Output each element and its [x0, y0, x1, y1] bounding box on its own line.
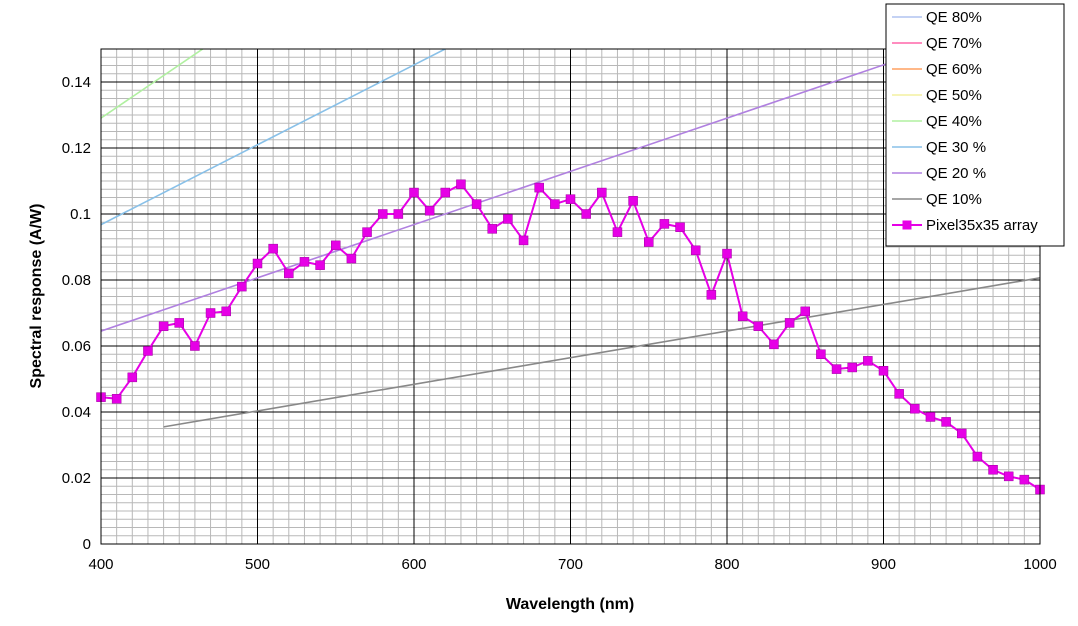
data-point — [706, 290, 717, 300]
data-point — [597, 187, 607, 198]
data-point — [957, 428, 967, 439]
legend: QE 80% QE 70% QE 60% QE 50% QE 40% QE 30 % QE … — [885, 3, 1065, 247]
data-point — [800, 306, 810, 317]
y-tick-label: 0.1 — [70, 206, 91, 223]
data-point — [409, 187, 419, 198]
data-point — [190, 341, 200, 351]
y-tick-label: 0.14 — [62, 74, 91, 91]
data-point — [393, 209, 404, 219]
x-axis-title: Wavelength (nm) — [506, 596, 634, 613]
y-tick-label: 0.08 — [62, 272, 91, 289]
data-point — [581, 209, 591, 219]
major-gridlines — [100, 49, 1041, 545]
data-point — [831, 364, 842, 374]
qe-line — [163, 277, 1040, 428]
legend-box — [885, 3, 1065, 247]
y-tick-labels: 0 0.02 0.04 0.06 0.08 0.1 0.12 0.14 — [62, 74, 91, 553]
data-point — [331, 240, 341, 251]
y-tick-label: 0.02 — [62, 470, 91, 487]
data-point — [972, 451, 983, 462]
data-point — [221, 306, 231, 317]
data-point — [487, 224, 497, 234]
legend-marker — [902, 220, 912, 230]
data-point — [205, 308, 216, 318]
x-tick-label: 500 — [245, 556, 270, 573]
data-point — [174, 318, 184, 328]
data-point — [143, 346, 153, 356]
data-point — [941, 417, 951, 427]
data-point — [237, 281, 247, 292]
data-point — [612, 227, 623, 237]
data-point — [784, 318, 795, 328]
y-tick-label: 0.06 — [62, 338, 91, 355]
x-tick-label: 600 — [401, 556, 426, 573]
data-point — [690, 245, 701, 256]
data-point — [628, 196, 638, 206]
data-point — [1019, 474, 1030, 485]
data-point — [362, 227, 372, 237]
x-tick-label: 1000 — [1023, 556, 1056, 573]
legend-entry-label: QE 50% — [926, 87, 982, 104]
legend-entry-label: QE 10% — [926, 191, 982, 208]
qe-line — [101, 49, 933, 332]
data-point — [1003, 471, 1014, 482]
legend-entry-label: QE 60% — [926, 61, 982, 78]
data-point — [424, 205, 435, 216]
data-point — [252, 258, 263, 269]
plot-area-border — [100, 48, 1041, 545]
legend-entry-label: QE 20 % — [926, 165, 986, 182]
data-point — [847, 362, 857, 373]
data-point — [988, 465, 998, 475]
data-point — [471, 199, 482, 209]
legend-entry-label: QE 70% — [926, 35, 982, 52]
data-point — [158, 321, 169, 331]
qe-reference-lines — [101, 49, 1040, 428]
legend-entry-label: QE 40% — [926, 113, 982, 130]
x-tick-label: 700 — [558, 556, 583, 573]
data-point — [675, 222, 685, 232]
legend-entry-label: Pixel35x35 array — [926, 217, 1038, 234]
data-point — [284, 268, 294, 279]
data-point — [737, 311, 748, 322]
data-point — [111, 394, 122, 404]
data-point — [456, 179, 466, 190]
data-point — [659, 219, 670, 229]
x-tick-label: 400 — [88, 556, 113, 573]
data-point — [127, 372, 138, 383]
qe-line — [101, 49, 447, 226]
data-point — [346, 253, 357, 264]
y-tick-label: 0.04 — [62, 404, 91, 421]
data-point — [534, 182, 544, 193]
data-point — [503, 214, 513, 224]
data-point — [878, 366, 889, 376]
data-point — [910, 403, 920, 414]
y-tick-label: 0.12 — [62, 140, 91, 157]
data-point — [753, 321, 764, 331]
data-point — [440, 187, 451, 198]
data-point — [925, 412, 936, 422]
data-point — [769, 339, 779, 350]
data-point — [315, 260, 325, 270]
data-point — [863, 356, 873, 366]
data-point — [816, 349, 826, 359]
x-tick-label: 900 — [871, 556, 896, 573]
data-point — [377, 209, 388, 219]
data-point — [550, 199, 560, 209]
data-point — [299, 257, 310, 267]
y-axis-title: Spectral response (A/W) — [28, 204, 45, 389]
data-point — [644, 237, 654, 247]
data-point — [518, 235, 529, 246]
data-point — [565, 194, 576, 204]
legend-entry-label: QE 30 % — [926, 139, 986, 156]
y-tick-label: 0 — [83, 536, 91, 553]
legend-entry-label: QE 80% — [926, 9, 982, 26]
data-point — [268, 243, 278, 254]
x-tick-labels: 400 500 600 700 800 900 1000 — [88, 556, 1056, 573]
x-tick-label: 800 — [714, 556, 739, 573]
data-point — [722, 248, 732, 259]
data-point — [894, 389, 904, 399]
pixel-series — [96, 179, 1045, 495]
